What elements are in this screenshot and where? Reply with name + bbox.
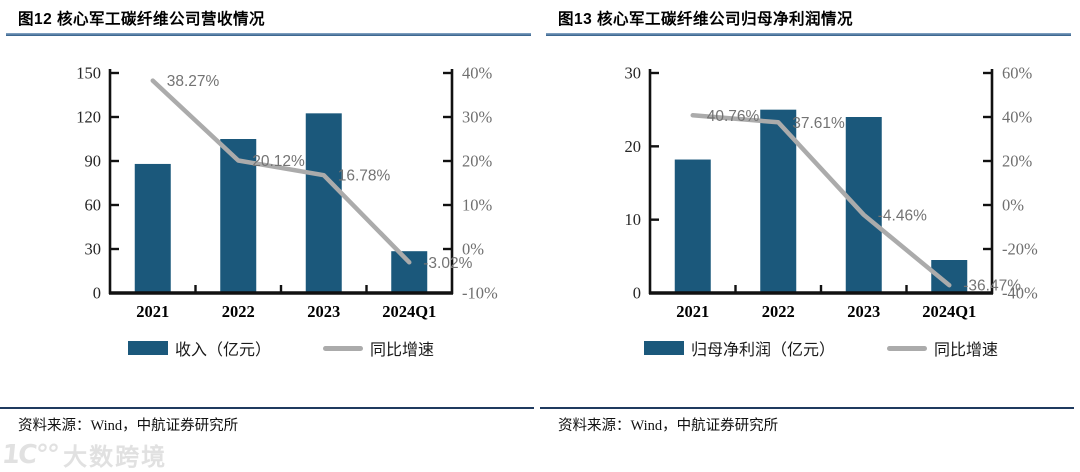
svg-text:30: 30 xyxy=(625,64,642,83)
growth-label-2021: 40.76% xyxy=(707,108,760,125)
svg-text:60: 60 xyxy=(85,196,102,215)
x-label-2021: 2021 xyxy=(676,302,709,321)
svg-text:30: 30 xyxy=(85,240,102,259)
svg-text:-20%: -20% xyxy=(1002,240,1038,259)
svg-text:90: 90 xyxy=(85,152,102,171)
net-profit-panel: 图13 核心军工碳纤维公司归母净利润情况 0 10 20 30 -40% -20% 0% 20… xyxy=(540,0,1080,472)
bar-series-swatch xyxy=(643,341,684,355)
svg-text:60%: 60% xyxy=(1002,64,1033,83)
svg-text:120: 120 xyxy=(76,108,101,127)
svg-text:40%: 40% xyxy=(462,64,493,83)
x-label-2024Q1: 2024Q1 xyxy=(922,302,976,321)
revenue-panel-title: 图12 核心军工碳纤维公司营收情况 xyxy=(18,11,266,28)
bar-series-swatch xyxy=(127,341,168,355)
x-label-2023: 2023 xyxy=(307,302,340,321)
x-label-2022: 2022 xyxy=(762,302,795,321)
svg-text:0%: 0% xyxy=(1002,196,1024,215)
source-divider xyxy=(0,407,534,409)
bar-2021 xyxy=(674,159,711,293)
source-divider xyxy=(540,407,1074,409)
source-note: 资料来源：Wind，中航证券研究所 xyxy=(558,418,779,434)
growth-label-2024Q1: -3.02% xyxy=(423,255,472,272)
net-profit-legend: 归母净利润（亿元） 同比增速 xyxy=(640,336,1002,360)
svg-text:30%: 30% xyxy=(462,108,493,127)
svg-text:20: 20 xyxy=(625,137,642,156)
legend-item-revenue: 收入（亿元） xyxy=(127,336,271,360)
svg-text:-10%: -10% xyxy=(462,284,498,303)
svg-text:0: 0 xyxy=(633,284,641,303)
revenue-chart: 0 30 60 90 120 150 -10% 0% 10% 20% 30% 40% 2021 2022 2… xyxy=(76,64,498,322)
svg-text:0%: 0% xyxy=(462,240,484,259)
revenue-legend: 收入（亿元） 同比增速 xyxy=(100,336,462,360)
svg-text:20%: 20% xyxy=(1002,152,1033,171)
svg-text:10%: 10% xyxy=(462,196,493,215)
growth-label-2021: 38.27% xyxy=(167,73,220,90)
bar-2023 xyxy=(305,113,342,293)
bar-series-label: 归母净利润（亿元） xyxy=(690,342,835,359)
growth-line xyxy=(150,78,412,265)
x-label-2024Q1: 2024Q1 xyxy=(382,302,436,321)
svg-text:10: 10 xyxy=(625,210,642,229)
bar-2021 xyxy=(134,163,171,293)
line-series-swatch xyxy=(887,345,927,351)
growth-line xyxy=(690,113,952,288)
growth-label-2022: 37.61% xyxy=(792,115,845,132)
source-note: 资料来源：Wind，中航证券研究所 xyxy=(18,418,239,434)
line-series-label: 同比增速 xyxy=(370,342,435,359)
svg-text:20%: 20% xyxy=(462,152,493,171)
svg-text:0: 0 xyxy=(93,284,101,303)
line-series-label: 同比增速 xyxy=(934,342,999,359)
legend-item-growth: 同比增速 xyxy=(323,336,434,360)
bar-2024Q1 xyxy=(391,251,428,293)
svg-text:-40%: -40% xyxy=(1002,284,1038,303)
revenue-panel: 图12 核心军工碳纤维公司营收情况 0 30 60 90 120 150 -10% 0% 10%… xyxy=(0,11,534,434)
net-profit-panel-title: 图13 核心军工碳纤维公司归母净利润情况 xyxy=(558,11,854,28)
bar-2022 xyxy=(760,109,797,293)
bar-2023 xyxy=(845,117,882,293)
bar-series-label: 收入（亿元） xyxy=(174,342,271,359)
svg-text:150: 150 xyxy=(76,64,101,83)
growth-label-2022: 20.12% xyxy=(252,153,305,170)
title-divider xyxy=(546,33,1071,36)
x-label-2022: 2022 xyxy=(222,302,255,321)
growth-label-2024Q1: -36.47% xyxy=(963,278,1021,295)
title-divider xyxy=(6,33,531,36)
x-label-2021: 2021 xyxy=(136,302,169,321)
line-series-swatch xyxy=(323,345,363,351)
legend-item-growth: 同比增速 xyxy=(887,336,998,360)
growth-label-2023: 16.78% xyxy=(338,168,391,185)
net-profit-chart: 0 10 20 30 -40% -20% 0% 20% 40% 60% 2021 2022 2023 20… xyxy=(625,64,1038,322)
svg-text:40%: 40% xyxy=(1002,108,1033,127)
legend-item-net-profit: 归母净利润（亿元） xyxy=(643,336,835,360)
growth-label-2023: -4.46% xyxy=(878,207,927,224)
x-label-2023: 2023 xyxy=(847,302,880,321)
